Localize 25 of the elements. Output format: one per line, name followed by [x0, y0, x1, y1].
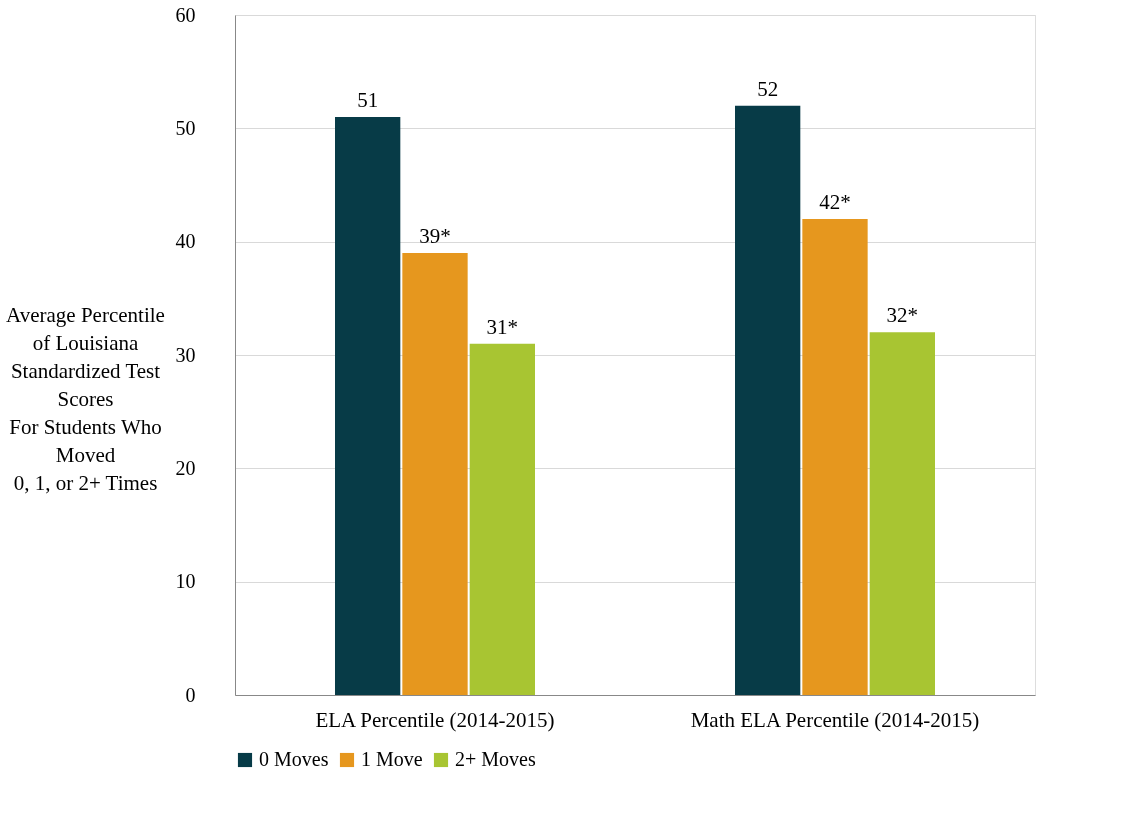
y-tick-label: 20: [175, 456, 196, 479]
data-label: 39*: [419, 224, 451, 248]
data-label: 42*: [819, 190, 851, 214]
data-label: 51: [357, 88, 379, 112]
bar: [869, 332, 935, 695]
data-label: 31*: [486, 314, 519, 339]
y-tick-label: 50: [175, 116, 196, 139]
x-tick-label: ELA Percentile (2014-2015): [315, 707, 555, 732]
data-label: 32*: [886, 303, 919, 328]
bar: [735, 105, 801, 695]
y-tick-label: 0: [185, 683, 196, 706]
legend-label: 2+ Moves: [455, 748, 536, 770]
y-tick-label: 40: [175, 230, 196, 253]
y-axis-title: Average Percentile of Louisiana Standardized Test Scores For Students Who Moved 0, 1, or 2+ Times: [6, 302, 165, 495]
bar: [402, 253, 468, 695]
y-tick-label: 30: [175, 343, 196, 366]
bar: [335, 117, 401, 695]
x-tick-label: Math ELA Percentile (2014-2015): [690, 707, 980, 732]
legend-label: 1 Move: [361, 748, 423, 770]
legend-label: 0 Moves: [259, 748, 329, 770]
bar: [802, 219, 868, 695]
data-label: 52: [757, 76, 779, 101]
bar: [469, 343, 535, 695]
y-tick-label: 60: [175, 3, 196, 26]
y-tick-label: 10: [175, 570, 196, 593]
